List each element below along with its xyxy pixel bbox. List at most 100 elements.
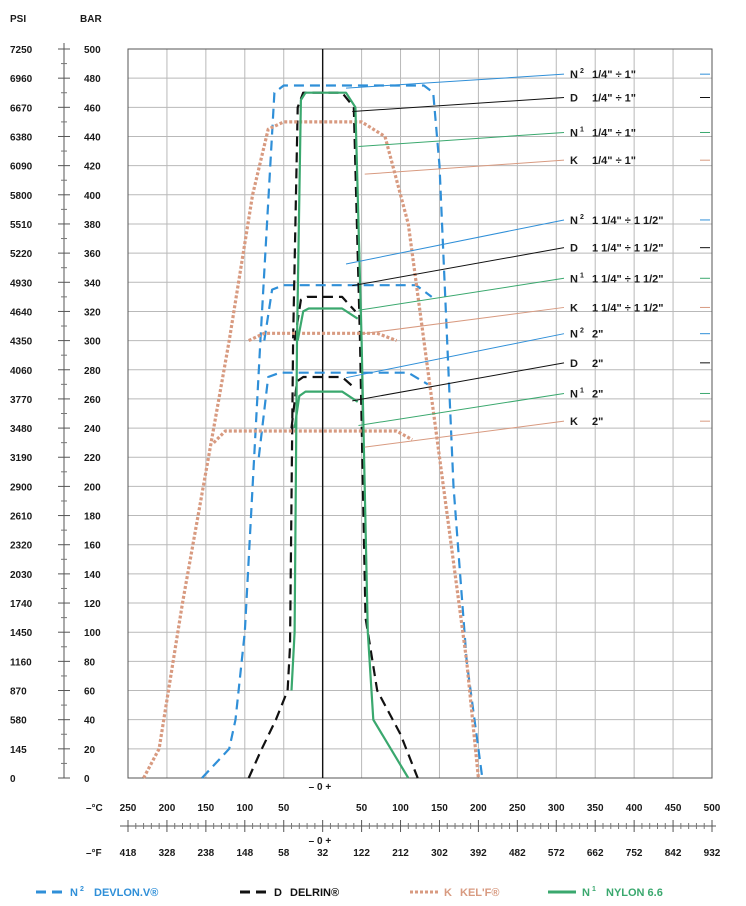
- series-line-n1-10: [298, 309, 358, 341]
- bar-tick-label: 400: [84, 191, 101, 202]
- psi-tick-label: 4640: [10, 307, 33, 318]
- leader-line: [346, 220, 564, 264]
- size-label-size: 2": [592, 388, 603, 400]
- bar-tick-label: 20: [84, 745, 96, 756]
- size-label-key: N: [570, 127, 578, 139]
- size-label-key: D: [570, 243, 578, 255]
- legend-key-sup: 1: [592, 886, 596, 893]
- bar-tick-label: 280: [84, 366, 101, 377]
- psi-tick-label: 5220: [10, 249, 33, 260]
- fahrenheit-tick-label: 238: [198, 848, 215, 859]
- size-label-key: K: [570, 155, 578, 167]
- bar-tick-label: 80: [84, 657, 96, 668]
- size-label-size: 2": [592, 358, 603, 370]
- bar-tick-label: 240: [84, 424, 101, 435]
- legend-key: D: [274, 887, 282, 899]
- leader-line: [352, 363, 564, 401]
- series-layer: [144, 86, 483, 779]
- bar-tick-label: 340: [84, 278, 101, 289]
- fahrenheit-tick-label: 932: [704, 848, 721, 859]
- leader-line: [346, 74, 564, 88]
- fahrenheit-tick-label: 328: [159, 848, 176, 859]
- psi-tick-label: 2610: [10, 512, 33, 523]
- zero-label-bottom: – 0 +: [309, 836, 332, 847]
- legend: N 2 DEVLON.V® D DELRIN® K KEL'F® N 1 NYLON 6.6: [36, 886, 663, 899]
- size-label-sup: 2: [580, 214, 584, 221]
- size-label-key: N: [570, 388, 578, 400]
- legend-key-sup: 2: [80, 886, 84, 893]
- psi-tick-label: 2030: [10, 570, 33, 581]
- celsius-tick-label: 200: [470, 803, 487, 814]
- size-label-key: K: [570, 416, 578, 428]
- leader-line: [358, 132, 564, 146]
- fahrenheit-tick-label: 32: [317, 848, 329, 859]
- psi-tick-label: 6960: [10, 74, 33, 85]
- bar-tick-label: 260: [84, 395, 101, 406]
- celsius-tick-label: 400: [626, 803, 643, 814]
- psi-tick-label: 6670: [10, 103, 33, 114]
- bar-tick-label: 160: [84, 541, 101, 552]
- celsius-tick-label: 250: [120, 803, 137, 814]
- bar-tick-label: 300: [84, 337, 101, 348]
- psi-axis-label: PSI: [10, 14, 26, 25]
- bar-tick-label: 0: [84, 774, 90, 785]
- leader-line: [365, 421, 564, 447]
- celsius-tick-label: 500: [704, 803, 721, 814]
- celsius-tick-label: 300: [548, 803, 565, 814]
- fahrenheit-tick-label: 392: [470, 848, 487, 859]
- bar-tick-label: 40: [84, 716, 96, 727]
- legend-key: N: [582, 887, 590, 899]
- size-label-key: D: [570, 358, 578, 370]
- bar-tick-label: 440: [84, 132, 101, 143]
- bar-tick-label: 360: [84, 249, 101, 260]
- celsius-tick-label: 50: [356, 803, 368, 814]
- fahrenheit-tick-label: 302: [431, 848, 448, 859]
- series-line-n1-11: [295, 392, 358, 429]
- psi-tick-label: 4930: [10, 278, 33, 289]
- psi-tick-label: 580: [10, 716, 27, 727]
- series-line-k-8: [214, 431, 413, 443]
- size-label-sup: 2: [580, 328, 584, 335]
- fahrenheit-tick-label: 148: [236, 848, 253, 859]
- size-label-key: N: [570, 69, 578, 81]
- celsius-tick-label: 100: [392, 803, 409, 814]
- size-label-size: 1/4" ÷ 1": [592, 127, 636, 139]
- celsius-tick-label: 350: [587, 803, 604, 814]
- psi-tick-label: 3480: [10, 424, 33, 435]
- size-label-key: N: [570, 215, 578, 227]
- celsius-tick-label: 100: [236, 803, 253, 814]
- bar-tick-label: 140: [84, 570, 101, 581]
- legend-name: DEVLON.V®: [94, 887, 158, 899]
- size-label-sup: 1: [580, 126, 584, 133]
- fahrenheit-tick-label: 482: [509, 848, 526, 859]
- fahrenheit-axis-label: –°F: [86, 848, 102, 859]
- bar-tick-label: 460: [84, 103, 101, 114]
- psi-tick-label: 1450: [10, 628, 33, 639]
- series-line-d-3: [249, 93, 418, 778]
- fahrenheit-tick-label: 122: [353, 848, 370, 859]
- bar-tick-label: 420: [84, 162, 101, 173]
- bar-axis-label: BAR: [80, 14, 102, 25]
- psi-tick-label: 5800: [10, 191, 33, 202]
- psi-tick-label: 145: [10, 745, 27, 756]
- leader-line: [358, 393, 564, 425]
- size-label-size: 1/4" ÷ 1": [592, 155, 636, 167]
- fahrenheit-tick-label: 662: [587, 848, 604, 859]
- psi-tick-label: 5510: [10, 220, 33, 231]
- celsius-axis-label: –°C: [86, 803, 103, 814]
- fahrenheit-tick-label: 752: [626, 848, 643, 859]
- celsius-tick-label: 50: [278, 803, 290, 814]
- bar-tick-label: 480: [84, 74, 101, 85]
- celsius-tick-label: 150: [431, 803, 448, 814]
- bar-tick-label: 220: [84, 453, 101, 464]
- bar-tick-label: 120: [84, 599, 101, 610]
- size-label-key: K: [570, 302, 578, 314]
- celsius-tick-label: 450: [665, 803, 682, 814]
- leader-line: [352, 97, 564, 111]
- series-line-n1-9: [292, 93, 409, 778]
- size-label-sup: 1: [580, 272, 584, 279]
- celsius-tick-label: 250: [509, 803, 526, 814]
